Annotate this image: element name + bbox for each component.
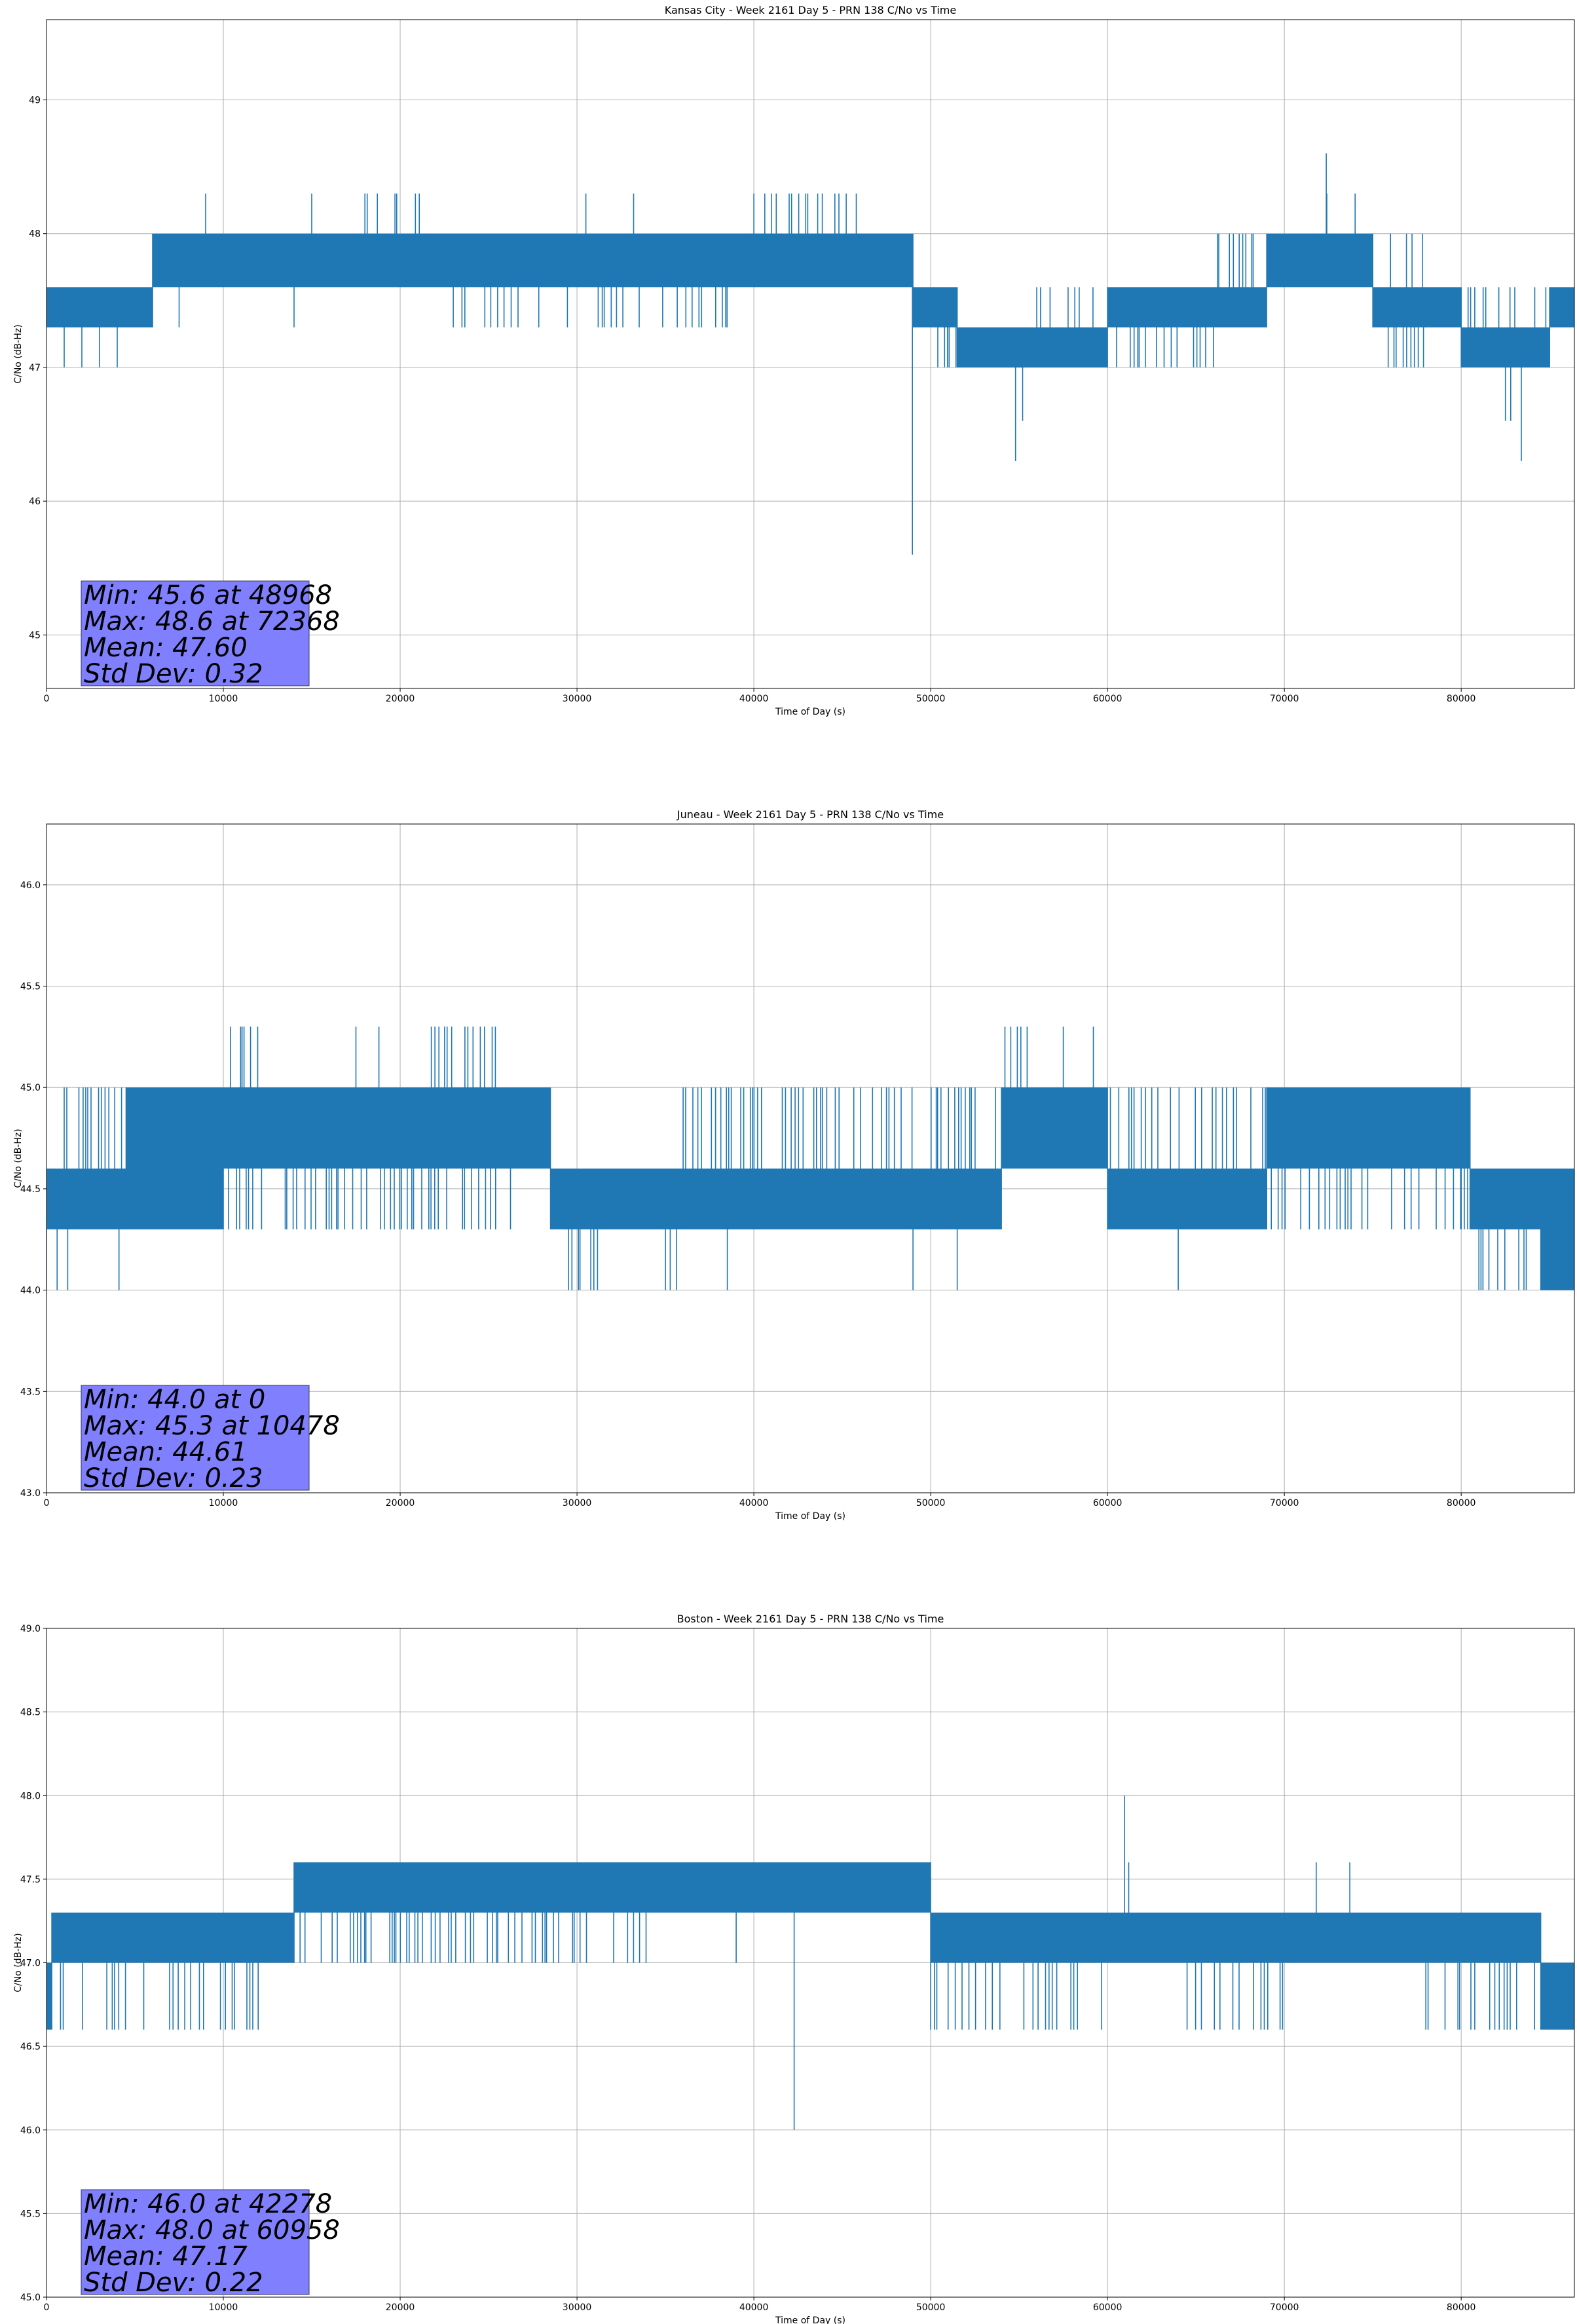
y-tick-label: 45 [29,630,41,641]
x-tick-label: 70000 [1270,2302,1299,2313]
y-tick-label: 43.0 [20,1488,41,1499]
x-tick-label: 20000 [386,1498,415,1509]
stats-box [81,1385,310,1491]
y-tick-label: 45.5 [20,982,41,992]
y-tick-label: 48.0 [20,1791,41,1801]
stats-std-dev: Std Dev: 0.23 [84,1463,263,1493]
plot-area [46,20,1574,688]
series-line [46,153,1574,555]
chart-title: Kansas City - Week 2161 Day 5 - PRN 138 … [665,4,956,16]
y-tick-label: 49 [29,96,41,106]
x-tick-label: 10000 [209,2302,238,2313]
chart-title: Boston - Week 2161 Day 5 - PRN 138 C/No … [677,1613,944,1625]
series-c-no [46,1026,1574,1290]
stats-box [81,2189,310,2295]
series-c-no [46,153,1574,555]
x-axis-label: Time of Day (s) [775,2315,845,2324]
stats-box [81,580,310,686]
y-tick-label: 49.0 [20,1624,41,1634]
stats-max: Max: 48.6 at 72368 [84,607,340,637]
y-tick-label: 47 [29,363,41,373]
x-tick-label: 50000 [916,2302,946,2313]
x-tick-label: 30000 [563,1498,592,1509]
axes-frame [46,823,1575,1493]
x-tick-label: 80000 [1447,1498,1476,1509]
series-line [46,1026,1574,1290]
stats-min: Min: 45.6 at 48968 [84,580,332,610]
x-tick-label: 10000 [209,694,238,704]
y-tick-label: 46.0 [20,2126,41,2136]
x-tick-label: 40000 [739,2302,769,2313]
stats-std-dev: Std Dev: 0.32 [84,659,263,689]
y-axis-label: C/No (dB-Hz) [13,1129,24,1188]
y-tick-label: 48 [29,229,41,240]
x-tick-label: 40000 [739,1498,769,1509]
x-tick-label: 80000 [1447,694,1476,704]
stats-mean: Mean: 44.61 [84,1437,248,1467]
x-tick-label: 0 [44,2302,50,2313]
x-tick-label: 50000 [916,694,946,704]
x-tick-label: 40000 [739,694,769,704]
series-c-no [46,1795,1574,2130]
x-tick-label: 80000 [1447,2302,1476,2313]
y-tick-label: 45.0 [20,1083,41,1093]
x-tick-label: 70000 [1270,694,1299,704]
chart-title: Juneau - Week 2161 Day 5 - PRN 138 C/No … [677,808,944,821]
x-tick-label: 10000 [209,1498,238,1509]
stats-mean: Mean: 47.60 [84,633,248,663]
chart-panel-2: 0 10000 20000 30000 40000 50000 60000 70000 8000… [13,808,1575,1522]
x-tick-label: 60000 [1093,2302,1122,2313]
series-line [46,1795,1574,2130]
stats-min: Min: 46.0 at 42278 [84,2189,332,2219]
x-tick-label: 60000 [1093,1498,1122,1509]
axes-frame [46,19,1575,689]
y-axis-label: C/No (dB-Hz) [13,1933,24,1992]
y-axis-label: C/No (dB-Hz) [13,324,24,383]
x-tick-label: 20000 [386,694,415,704]
x-tick-label: 50000 [916,1498,946,1509]
stats-std-dev: Std Dev: 0.22 [84,2268,263,2298]
y-tick-label: 45.0 [20,2293,41,2303]
x-tick-label: 0 [44,1498,50,1509]
y-tick-label: 44.0 [20,1286,41,1296]
x-tick-label: 0 [44,694,50,704]
x-tick-label: 60000 [1093,694,1122,704]
y-tick-label: 46 [29,497,41,507]
x-tick-label: 20000 [386,2302,415,2313]
stats-max: Max: 48.0 at 60958 [84,2215,340,2245]
stats-mean: Mean: 47.17 [84,2241,248,2272]
y-tick-label: 47.0 [20,1959,41,1969]
x-tick-label: 70000 [1270,1498,1299,1509]
stats-max: Max: 45.3 at 10478 [84,1411,340,1441]
y-tick-label: 44.5 [20,1184,41,1195]
y-tick-label: 47.5 [20,1875,41,1885]
y-tick-label: 43.5 [20,1387,41,1397]
x-axis-label: Time of Day (s) [775,1511,845,1522]
x-axis-label: Time of Day (s) [775,707,845,717]
y-tick-label: 46.5 [20,2042,41,2052]
y-tick-label: 46.0 [20,880,41,891]
chart-panel-3: 0 10000 20000 30000 40000 50000 60000 70000 8000… [13,1613,1575,2324]
x-tick-label: 30000 [563,694,592,704]
y-tick-label: 48.5 [20,1708,41,1718]
x-tick-label: 30000 [563,2302,592,2313]
y-tick-label: 45.5 [20,2209,41,2219]
chart-panel-1: 0 10000 20000 30000 40000 50000 60000 70000 8000… [13,4,1575,717]
stats-min: Min: 44.0 at 0 [84,1385,265,1415]
